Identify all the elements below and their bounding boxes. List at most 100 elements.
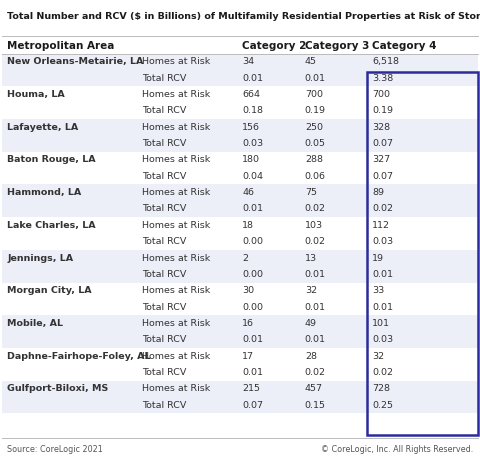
Text: Gulfport-Biloxi, MS: Gulfport-Biloxi, MS bbox=[7, 384, 108, 393]
Text: 288: 288 bbox=[305, 156, 323, 164]
Text: Homes at Risk: Homes at Risk bbox=[142, 123, 210, 132]
Bar bbox=[2, 86, 478, 103]
Text: Homes at Risk: Homes at Risk bbox=[142, 254, 210, 262]
Bar bbox=[2, 250, 478, 266]
Text: 700: 700 bbox=[305, 90, 323, 99]
Text: 16: 16 bbox=[242, 319, 254, 328]
Text: Homes at Risk: Homes at Risk bbox=[142, 188, 210, 197]
Text: Houma, LA: Houma, LA bbox=[7, 90, 65, 99]
Text: 0.05: 0.05 bbox=[305, 139, 326, 148]
Text: 0.19: 0.19 bbox=[305, 106, 326, 115]
Text: Category 4: Category 4 bbox=[372, 41, 436, 50]
Text: Total RCV: Total RCV bbox=[142, 237, 186, 246]
Text: 0.01: 0.01 bbox=[242, 205, 264, 213]
Text: 101: 101 bbox=[372, 319, 390, 328]
Text: 328: 328 bbox=[372, 123, 390, 132]
Text: 30: 30 bbox=[242, 286, 254, 295]
Text: Homes at Risk: Homes at Risk bbox=[142, 90, 210, 99]
Text: Total Number and RCV ($ in Billions) of Multifamily Residential Properties at Ri: Total Number and RCV ($ in Billions) of … bbox=[7, 12, 480, 21]
Text: Homes at Risk: Homes at Risk bbox=[142, 286, 210, 295]
Text: Morgan City, LA: Morgan City, LA bbox=[7, 286, 92, 295]
Text: 0.07: 0.07 bbox=[372, 172, 393, 181]
Text: Hammond, LA: Hammond, LA bbox=[7, 188, 82, 197]
Text: 0.06: 0.06 bbox=[305, 172, 326, 181]
Text: 89: 89 bbox=[372, 188, 384, 197]
Text: Homes at Risk: Homes at Risk bbox=[142, 221, 210, 230]
Text: 33: 33 bbox=[372, 286, 384, 295]
Text: 457: 457 bbox=[305, 384, 323, 393]
Text: 0.07: 0.07 bbox=[372, 139, 393, 148]
Text: 28: 28 bbox=[305, 352, 317, 361]
Text: 0.02: 0.02 bbox=[305, 237, 326, 246]
Text: Total RCV: Total RCV bbox=[142, 106, 186, 115]
Bar bbox=[2, 283, 478, 299]
Text: 3.38: 3.38 bbox=[372, 74, 393, 83]
Text: 0.18: 0.18 bbox=[242, 106, 264, 115]
Text: Total RCV: Total RCV bbox=[142, 74, 186, 83]
Text: 664: 664 bbox=[242, 90, 260, 99]
Text: 34: 34 bbox=[242, 57, 254, 66]
Text: Total RCV: Total RCV bbox=[142, 270, 186, 279]
Bar bbox=[2, 37, 478, 54]
Text: 0.25: 0.25 bbox=[372, 401, 393, 410]
Text: Total RCV: Total RCV bbox=[142, 368, 186, 377]
Text: Homes at Risk: Homes at Risk bbox=[142, 319, 210, 328]
Text: Daphne-Fairhope-Foley, AL: Daphne-Fairhope-Foley, AL bbox=[7, 352, 151, 361]
Bar bbox=[2, 119, 478, 135]
Text: 0.00: 0.00 bbox=[242, 237, 264, 246]
Text: Total RCV: Total RCV bbox=[142, 205, 186, 213]
Text: Mobile, AL: Mobile, AL bbox=[7, 319, 63, 328]
Text: 156: 156 bbox=[242, 123, 260, 132]
Text: 0.02: 0.02 bbox=[372, 205, 393, 213]
Bar bbox=[2, 152, 478, 168]
Text: 0.19: 0.19 bbox=[372, 106, 393, 115]
Text: 0.01: 0.01 bbox=[242, 335, 264, 344]
Text: Total RCV: Total RCV bbox=[142, 335, 186, 344]
Bar bbox=[2, 381, 478, 397]
Bar bbox=[2, 54, 478, 70]
Text: 46: 46 bbox=[242, 188, 254, 197]
Text: Homes at Risk: Homes at Risk bbox=[142, 156, 210, 164]
Text: 0.00: 0.00 bbox=[242, 270, 264, 279]
Text: Total RCV: Total RCV bbox=[142, 303, 186, 311]
Text: 327: 327 bbox=[372, 156, 390, 164]
Text: Lafayette, LA: Lafayette, LA bbox=[7, 123, 78, 132]
Text: 0.15: 0.15 bbox=[305, 401, 326, 410]
Text: Total RCV: Total RCV bbox=[142, 172, 186, 181]
Text: 2: 2 bbox=[242, 254, 249, 262]
Text: Source: CoreLogic 2021: Source: CoreLogic 2021 bbox=[7, 445, 103, 454]
Text: Metropolitan Area: Metropolitan Area bbox=[7, 41, 115, 50]
Text: 19: 19 bbox=[372, 254, 384, 262]
Text: Category 2: Category 2 bbox=[242, 41, 307, 50]
Text: 0.02: 0.02 bbox=[305, 205, 326, 213]
Text: 0.07: 0.07 bbox=[242, 401, 264, 410]
Text: 728: 728 bbox=[372, 384, 390, 393]
Text: 49: 49 bbox=[305, 319, 317, 328]
Bar bbox=[2, 234, 478, 250]
Text: Lake Charles, LA: Lake Charles, LA bbox=[7, 221, 96, 230]
Text: 0.01: 0.01 bbox=[305, 335, 326, 344]
Bar bbox=[2, 299, 478, 315]
Text: © CoreLogic, Inc. All Rights Reserved.: © CoreLogic, Inc. All Rights Reserved. bbox=[321, 445, 473, 454]
Bar bbox=[2, 348, 478, 364]
Text: 0.01: 0.01 bbox=[305, 303, 326, 311]
Text: Category 3: Category 3 bbox=[305, 41, 369, 50]
Text: Homes at Risk: Homes at Risk bbox=[142, 352, 210, 361]
Text: 215: 215 bbox=[242, 384, 260, 393]
Text: 180: 180 bbox=[242, 156, 260, 164]
Text: 0.01: 0.01 bbox=[305, 270, 326, 279]
Text: 13: 13 bbox=[305, 254, 317, 262]
Text: 0.03: 0.03 bbox=[372, 335, 393, 344]
Text: 700: 700 bbox=[372, 90, 390, 99]
Bar bbox=[2, 103, 478, 119]
Bar bbox=[367, 72, 478, 435]
Bar bbox=[2, 70, 478, 86]
Text: Homes at Risk: Homes at Risk bbox=[142, 57, 210, 66]
Text: 0.03: 0.03 bbox=[242, 139, 264, 148]
Bar bbox=[2, 315, 478, 332]
Bar bbox=[2, 201, 478, 217]
Text: 0.04: 0.04 bbox=[242, 172, 264, 181]
Text: 103: 103 bbox=[305, 221, 323, 230]
Text: 250: 250 bbox=[305, 123, 323, 132]
Text: 0.01: 0.01 bbox=[242, 368, 264, 377]
